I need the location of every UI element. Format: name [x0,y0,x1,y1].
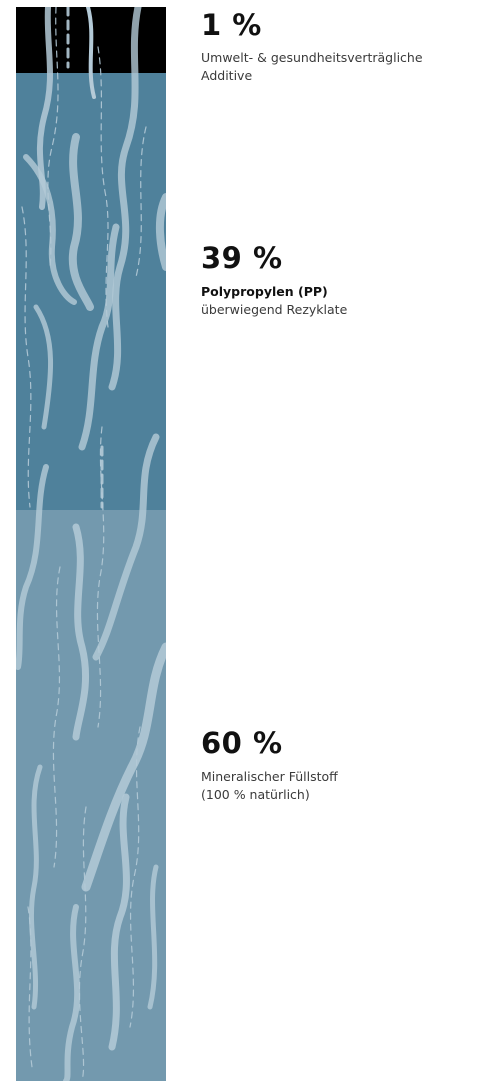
percent: 39 % [201,241,283,275]
description: Mineralischer Füllstoff [201,769,338,784]
composition-bar [16,7,166,1081]
description: (100 % natürlich) [201,787,310,802]
description: Additive [201,68,253,83]
percent: 60 % [201,726,283,760]
percent: 1 % [201,8,262,42]
fiber-pattern [16,7,166,1081]
segment-filler [16,510,166,1081]
description: überwiegend Rezyklate [201,302,348,317]
heading: Polypropylen (PP) [201,284,328,299]
description: Umwelt- & gesundheitsverträgliche [201,50,423,65]
